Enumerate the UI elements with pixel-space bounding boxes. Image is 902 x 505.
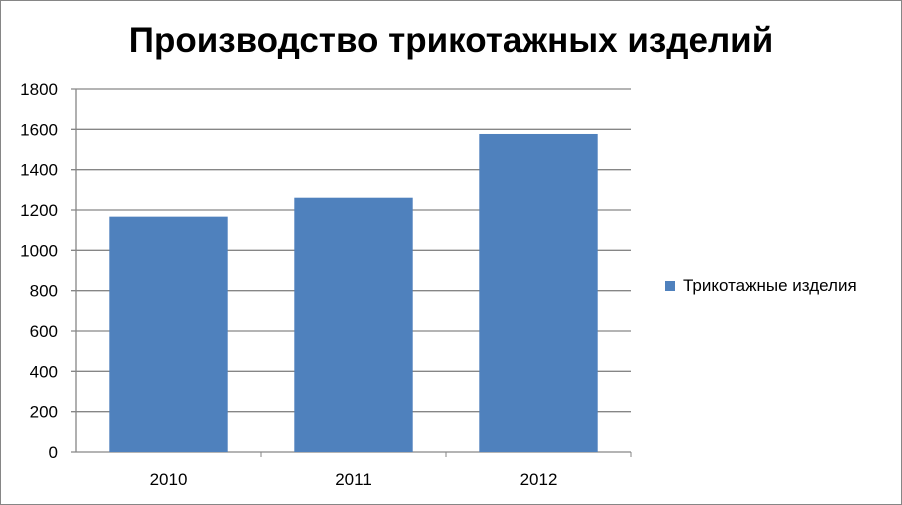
x-tick-label: 2011 — [335, 470, 372, 489]
bar-2012 — [479, 133, 598, 452]
x-tick-label: 2010 — [150, 470, 188, 489]
bar-2010 — [109, 216, 228, 452]
y-tick-label: 1600 — [20, 120, 58, 139]
legend-label: Трикотажные изделия — [683, 276, 857, 295]
chart-title: Производство трикотажных изделий — [128, 21, 774, 60]
y-tick-label: 1200 — [20, 201, 58, 220]
y-tick-label: 400 — [30, 362, 58, 381]
legend: Трикотажные изделия — [665, 276, 857, 296]
y-tick-label: 1000 — [20, 241, 58, 260]
bar-2011 — [294, 197, 413, 452]
y-tick-label: 0 — [49, 443, 58, 462]
y-tick-label: 200 — [30, 403, 58, 422]
legend-swatch — [665, 281, 675, 291]
y-tick-label: 800 — [30, 282, 58, 301]
y-tick-label: 600 — [30, 322, 58, 341]
y-tick-label: 1800 — [20, 80, 58, 99]
x-tick-label: 2012 — [520, 470, 558, 489]
y-tick-label: 1400 — [20, 161, 58, 180]
